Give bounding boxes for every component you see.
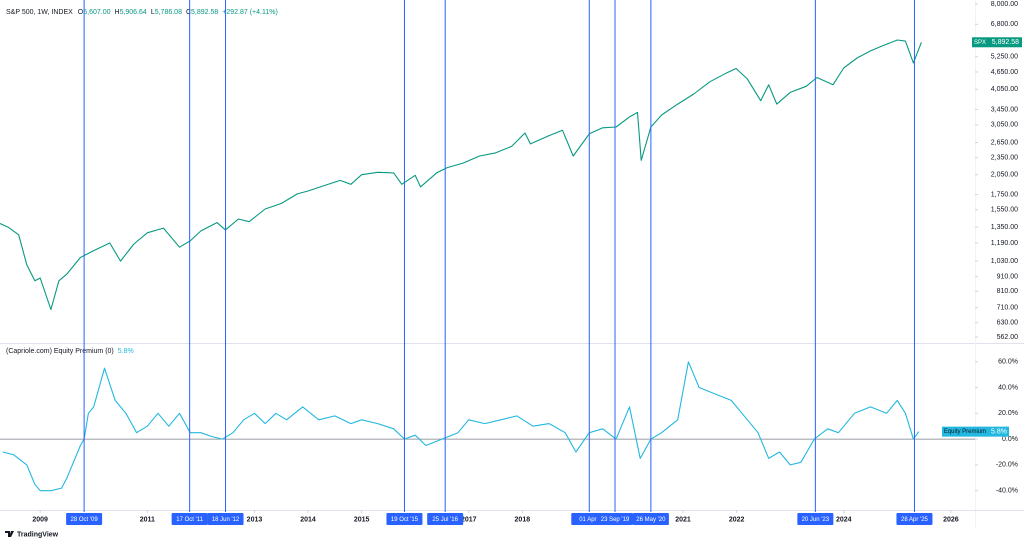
event-label: 18 Jun '12 (212, 517, 240, 523)
y-tick-label: -20.0% (996, 462, 1018, 469)
y-tick-label: 4,650.00 (991, 69, 1018, 76)
x-tick-label: 2015 (354, 516, 370, 523)
header: S&P 500, 1W, INDEX O 5,607.00 H 5,906.64 L 5,… (6, 9, 278, 16)
brand-logo (5, 531, 14, 537)
legend-key: H (115, 9, 120, 16)
y-tick-label: 1,750.00 (991, 191, 1018, 198)
y-tick-label: 0.0% (1002, 436, 1018, 443)
legend-key: O (78, 9, 84, 16)
legend-value: 5,906.64 (120, 9, 147, 16)
x-tick-label: 2014 (300, 516, 316, 523)
event-label: 20 Jun '23 (802, 517, 830, 523)
legend-key: L (151, 9, 155, 16)
y-tick-label: 3,050.00 (991, 122, 1018, 129)
series-line (2, 361, 920, 492)
event-badge (597, 513, 633, 525)
event-badge (632, 513, 669, 525)
x-tick-label: 2024 (836, 516, 852, 523)
event-label: 25 Jul '16 (432, 517, 458, 523)
event-badge (66, 513, 103, 525)
y-tick-label: 20.0% (998, 410, 1018, 417)
x-tick-label: 2017 (461, 516, 477, 523)
event-badge (797, 513, 834, 525)
y-tick-label: 910.00 (997, 273, 1019, 280)
name-label: Equity Premium (944, 429, 986, 435)
event-label: 19 Oct '15 (391, 517, 419, 523)
event-label: 28 Oct '09 (71, 517, 99, 523)
event-badge (896, 513, 933, 525)
indicator-title: (Capriole.com) Equity Premium (0) (6, 348, 114, 355)
last-badge (989, 426, 1009, 437)
y-tick-label: 562.00 (997, 334, 1019, 341)
event-label: 26 May '20 (636, 517, 666, 523)
brand: TradingView (17, 531, 59, 538)
y-tick-label: 710.00 (997, 305, 1019, 312)
last-label: 5.8% (991, 428, 1007, 435)
event-badge (427, 513, 464, 525)
indicator-value: 5.8% (118, 348, 134, 355)
legend-change: +292.87 (+4.11%) (222, 9, 278, 16)
y-tick-label: 5,250.00 (991, 54, 1018, 61)
event-label: 17 Oct '11 (176, 517, 203, 523)
y-tick-label: -40.0% (996, 488, 1018, 495)
last-badge (988, 37, 1022, 48)
legend-value: 5,607.00 (83, 9, 110, 16)
y-tick-label: 630.00 (997, 320, 1019, 327)
y-tick-label: 2,650.00 (991, 139, 1018, 146)
footer: TradingView (5, 531, 59, 538)
x-tick-label: 2009 (32, 516, 48, 523)
last-label: 5,892.58 (992, 39, 1019, 46)
y-tick-label: 3,450.00 (991, 106, 1018, 113)
y-tick-label: 810.00 (997, 288, 1019, 295)
y-tick-label: 6,800.00 (991, 21, 1018, 28)
symbol-badge (972, 37, 988, 48)
symbol-label: SPX (974, 40, 986, 46)
x-tick-label: 2018 (515, 516, 531, 523)
x-tick-label: 2022 (729, 516, 745, 523)
x-tick-label: 2021 (675, 516, 691, 523)
y-tick-label: 2,350.00 (991, 154, 1018, 161)
event-badge (386, 513, 423, 525)
y-tick-label: 8,000.00 (991, 1, 1018, 8)
x-tick-label: 2013 (247, 516, 263, 523)
y-tick-label: 40.0% (998, 384, 1018, 391)
y-tick-label: 1,190.00 (991, 240, 1018, 247)
x-tick-label: 2026 (943, 516, 959, 523)
legend-key: C (186, 9, 191, 16)
y-tick-label: 1,350.00 (991, 224, 1018, 231)
event-badge (171, 513, 208, 525)
y-tick-label: 4,050.00 (991, 86, 1018, 93)
name-badge (942, 426, 989, 437)
y-tick-label: 60.0% (998, 359, 1018, 366)
y-tick-label: 1,030.00 (991, 258, 1018, 265)
legend-value: 5,786.08 (155, 9, 182, 16)
event-label: 28 Apr '25 (901, 517, 928, 523)
series-line (0, 39, 922, 311)
event-label: 23 Sep '19 (601, 517, 630, 523)
y-tick-label: 2,050.00 (991, 172, 1018, 179)
event-badge (207, 513, 244, 525)
legend-value: 5,892.58 (191, 9, 218, 16)
event-label: 01 Apr ' (579, 517, 599, 523)
symbol-title: S&P 500, 1W, INDEX (6, 9, 73, 16)
x-tick-label: 2011 (140, 516, 155, 523)
y-tick-label: 1,550.00 (991, 207, 1018, 214)
